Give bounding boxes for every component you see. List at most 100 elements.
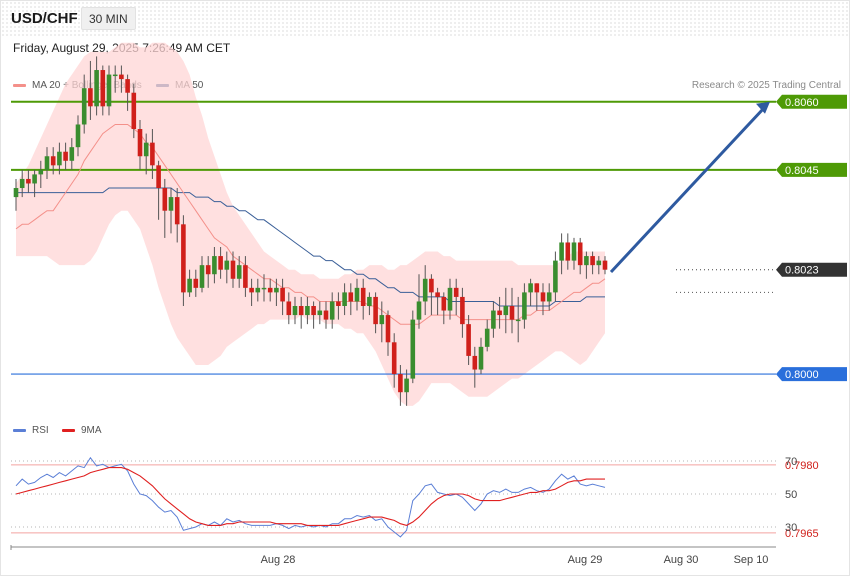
candle	[577, 237, 583, 275]
level-label-0.8060: 0.8060	[776, 94, 847, 109]
candle	[174, 188, 180, 243]
projection-arrow-shaft	[609, 104, 768, 273]
candle	[354, 278, 360, 311]
timeframe-button[interactable]: 30 MIN	[81, 7, 136, 30]
candle-body	[391, 342, 397, 375]
candle	[559, 233, 564, 275]
level-label-bg	[776, 94, 847, 109]
candle-body	[112, 74, 118, 77]
level-label-text: 0.7965	[785, 528, 819, 540]
candle-body	[63, 151, 68, 161]
candle-body	[478, 346, 484, 370]
candle	[236, 256, 242, 288]
candle-body	[336, 301, 341, 306]
candle-body	[181, 224, 186, 293]
candle	[497, 296, 502, 329]
legend-9ma: 9MA	[62, 425, 102, 436]
candle-body	[50, 156, 56, 166]
candle-body	[243, 265, 248, 288]
candle-body	[143, 142, 149, 157]
candle	[261, 274, 267, 302]
candle-body	[422, 278, 428, 302]
candle-body	[460, 296, 465, 325]
x-tick-label: Sep 10	[734, 554, 769, 566]
candle-body	[81, 88, 87, 125]
candle	[447, 278, 453, 320]
candle	[94, 56, 99, 116]
candle	[181, 215, 186, 306]
candle	[491, 301, 496, 338]
rsi-line	[15, 456, 606, 538]
candle-body	[44, 156, 50, 170]
level-label-0.8045: 0.8045	[776, 162, 847, 177]
candle	[404, 369, 409, 406]
header-bar	[1, 1, 849, 36]
candle	[38, 160, 44, 189]
candle-body	[88, 88, 93, 107]
candle-body	[348, 292, 354, 302]
candle	[280, 278, 285, 316]
candle-body	[317, 310, 323, 316]
candle-body	[435, 292, 440, 297]
candle	[590, 251, 595, 275]
candle	[100, 65, 106, 116]
candle	[584, 251, 589, 279]
candle-body	[528, 283, 533, 293]
level-label-text: 0.7980	[785, 460, 819, 472]
level-label-text: 0.8060	[785, 97, 819, 109]
candle-body	[565, 242, 571, 261]
candle-body	[329, 301, 335, 320]
candle-body	[75, 124, 81, 148]
candle-body	[453, 287, 459, 297]
candle	[466, 315, 471, 365]
candle	[156, 160, 161, 220]
candle-body	[373, 296, 378, 325]
candle-body	[32, 174, 37, 184]
candle-body	[298, 306, 304, 316]
candle	[88, 60, 93, 120]
candle-body	[546, 292, 552, 302]
candle-body	[224, 260, 230, 270]
candle	[44, 147, 50, 179]
candle-body	[106, 74, 112, 107]
credit-text: Research © 2025 Trading Central	[691, 80, 841, 91]
candle-body	[385, 315, 391, 343]
candle	[472, 346, 478, 388]
candle-body	[404, 378, 409, 393]
candle-body	[379, 315, 385, 325]
candle-body	[38, 169, 44, 175]
candle	[119, 65, 124, 93]
x-tick-label: Aug 29	[568, 554, 603, 566]
candle-body	[447, 287, 453, 311]
candle-body	[267, 287, 273, 293]
legend-rsi: RSI	[13, 425, 49, 436]
candle-body	[429, 278, 434, 293]
candle-body	[199, 265, 205, 288]
candle-body	[218, 256, 223, 270]
rsi-tick-label: 70	[785, 456, 797, 468]
candle	[342, 283, 347, 316]
candle	[106, 65, 112, 116]
candle-body	[323, 310, 329, 320]
legend-ma20-swatch	[13, 84, 26, 87]
rsi-tick-label: 30	[785, 522, 797, 534]
candle-body	[125, 79, 130, 93]
candle	[522, 283, 527, 329]
level-label-bg	[776, 262, 847, 277]
candle-body	[69, 147, 75, 161]
level-label-0.8000: 0.8000	[776, 367, 847, 382]
candle-body	[503, 306, 509, 316]
candle	[391, 333, 397, 388]
candle-body	[150, 142, 155, 166]
level-label-text: 0.8045	[785, 165, 819, 177]
candle-body	[590, 256, 595, 266]
candle-body	[515, 319, 521, 322]
candle-body	[342, 292, 347, 306]
level-label-0.7980: 0.7980	[785, 460, 819, 472]
candle	[317, 301, 323, 325]
candle	[385, 310, 391, 356]
candle-body	[571, 242, 577, 261]
candle-body	[292, 306, 298, 316]
candle-body	[280, 287, 285, 302]
